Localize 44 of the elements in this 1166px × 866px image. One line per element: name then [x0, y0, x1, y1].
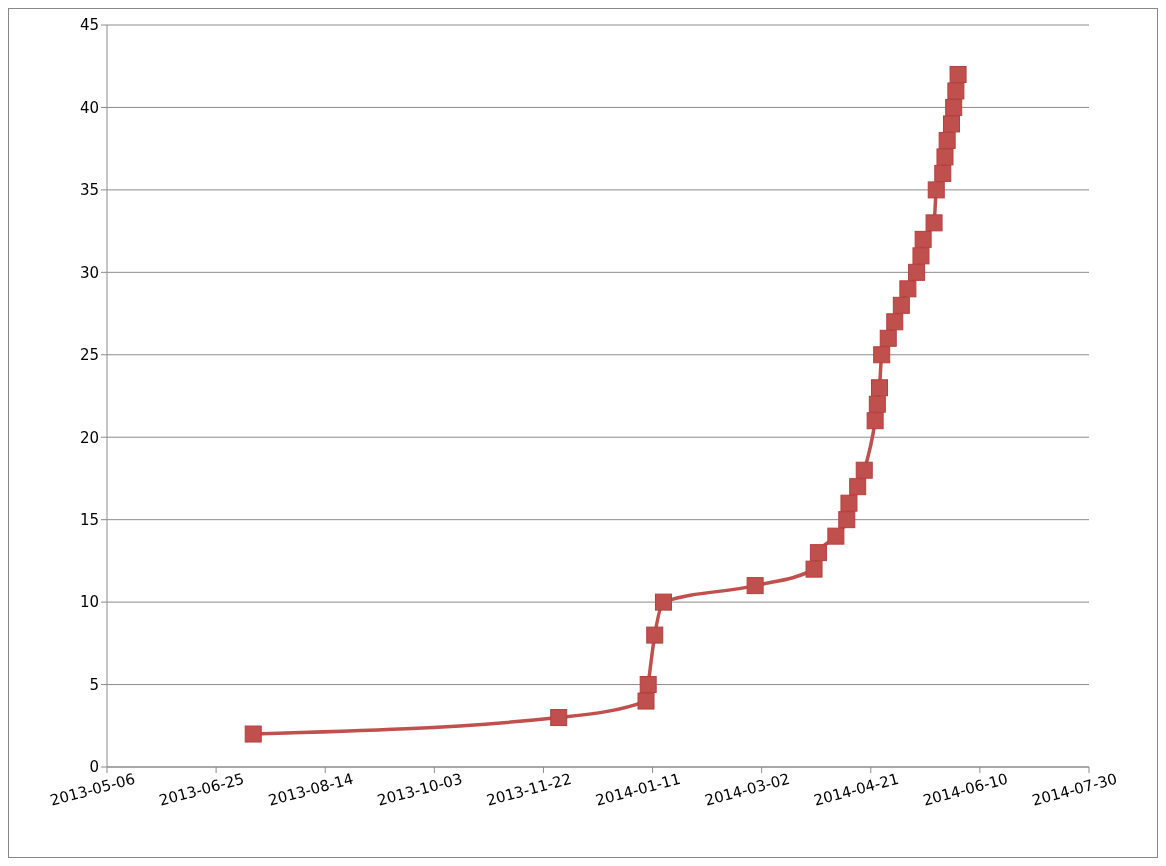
point — [637, 692, 655, 710]
point — [938, 131, 956, 149]
y-tick-label: 40 — [79, 98, 99, 117]
y-tick-label: 20 — [79, 428, 99, 447]
point — [838, 511, 856, 529]
point — [809, 544, 827, 562]
point — [892, 296, 910, 314]
point — [871, 379, 889, 397]
y-tick-label: 0 — [89, 758, 99, 777]
point — [866, 412, 884, 430]
point — [949, 65, 967, 83]
point — [646, 626, 664, 644]
point — [868, 395, 886, 413]
y-tick-label: 45 — [79, 16, 99, 35]
point — [927, 181, 945, 199]
point — [879, 329, 897, 347]
point — [925, 214, 943, 232]
y-tick-label: 5 — [89, 675, 99, 694]
point — [840, 494, 858, 512]
y-tick-label: 15 — [79, 510, 99, 529]
point — [947, 82, 965, 100]
point — [912, 247, 930, 265]
y-tick-label: 30 — [79, 263, 99, 282]
point — [945, 98, 963, 116]
point — [855, 461, 873, 479]
point — [654, 593, 672, 611]
y-tick-label: 25 — [79, 346, 99, 365]
point — [827, 527, 845, 545]
point — [805, 560, 823, 578]
point — [746, 577, 764, 595]
point — [849, 478, 867, 496]
point — [908, 263, 926, 281]
point — [934, 164, 952, 182]
point — [943, 115, 961, 133]
point — [873, 346, 891, 364]
point — [639, 676, 657, 694]
point — [936, 148, 954, 166]
point — [899, 280, 917, 298]
y-tick-label: 10 — [79, 593, 99, 612]
point — [244, 725, 262, 743]
y-tick-label: 35 — [79, 181, 99, 200]
point — [914, 230, 932, 248]
point — [886, 313, 904, 331]
point — [550, 709, 568, 727]
